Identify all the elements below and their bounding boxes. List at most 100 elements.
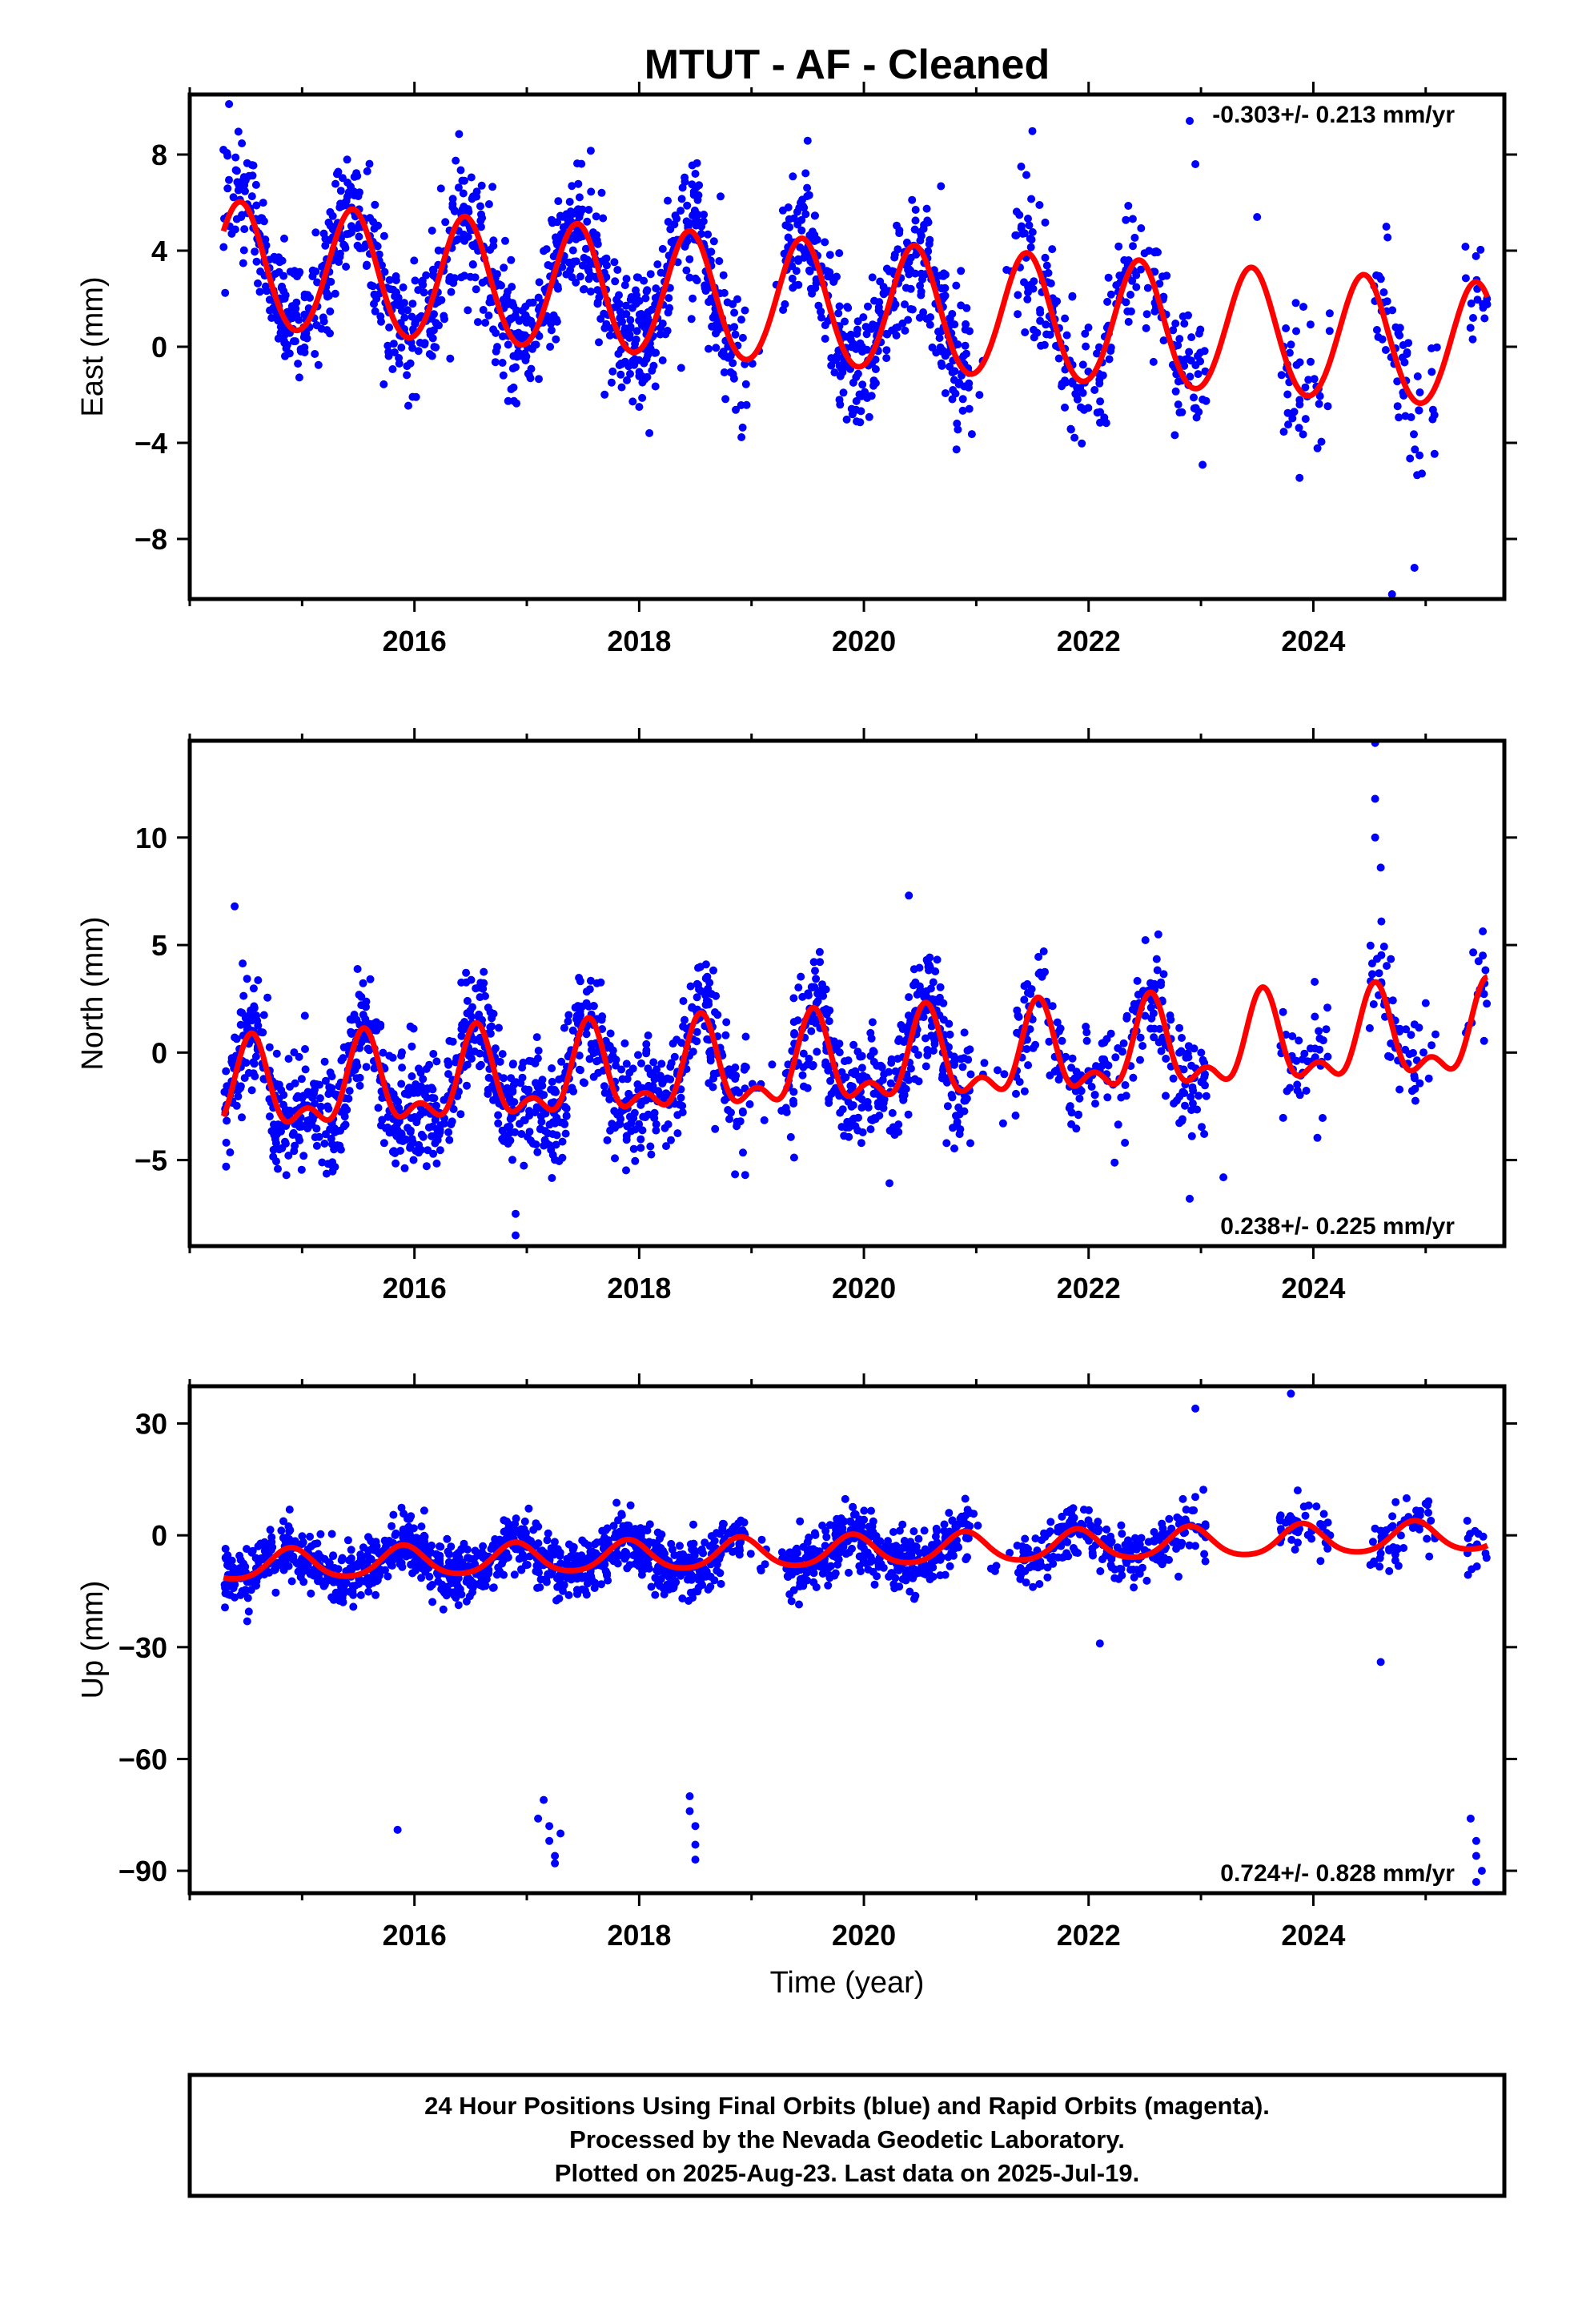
up-point <box>371 1590 380 1599</box>
north-point <box>1136 1033 1145 1042</box>
north-point <box>799 1082 808 1091</box>
up-point <box>558 1585 567 1593</box>
north-point <box>856 1052 865 1061</box>
east-point <box>326 207 335 216</box>
north-point <box>265 1043 274 1051</box>
east-point <box>1410 430 1418 439</box>
east-point <box>1295 424 1303 432</box>
up-point <box>686 1588 695 1597</box>
east-point <box>1022 171 1030 179</box>
east-point <box>1162 271 1171 280</box>
east-point <box>342 263 351 271</box>
east-point <box>313 278 322 287</box>
north-point <box>320 1057 329 1066</box>
up-point <box>365 1556 374 1565</box>
east-point <box>1093 408 1102 417</box>
east-point <box>1295 396 1304 404</box>
east-point <box>835 249 844 258</box>
north-point <box>584 1002 593 1011</box>
east-point <box>638 393 647 402</box>
east-point <box>308 272 317 281</box>
east-point <box>882 346 891 355</box>
north-point <box>1366 941 1375 950</box>
east-point <box>1301 383 1310 392</box>
north-point <box>1424 1074 1433 1083</box>
north-point <box>1075 1094 1084 1103</box>
north-point <box>662 1142 670 1151</box>
north-point <box>474 1013 483 1022</box>
east-point <box>934 328 942 336</box>
north-point <box>339 1122 348 1131</box>
east-point <box>958 406 967 415</box>
up-point <box>626 1501 635 1510</box>
east-point <box>803 136 812 145</box>
east-point <box>628 397 637 406</box>
east-point <box>678 183 687 192</box>
north-point <box>398 1063 407 1072</box>
east-point <box>1395 331 1404 340</box>
north-point <box>284 1152 293 1160</box>
north-point <box>958 1063 967 1072</box>
up-point <box>343 1536 352 1545</box>
east-point <box>795 203 804 212</box>
east-point <box>742 400 751 409</box>
east-point <box>857 392 865 400</box>
east-point <box>605 331 614 340</box>
east-point <box>1096 397 1105 406</box>
up-point <box>319 1582 328 1590</box>
east-point <box>1030 325 1038 334</box>
north-point <box>807 1027 816 1035</box>
east-point <box>512 363 520 372</box>
up-point <box>299 1578 308 1586</box>
east-point <box>1325 309 1334 318</box>
north-point <box>341 1103 349 1112</box>
north-point <box>603 1136 612 1144</box>
east-point <box>1061 403 1069 412</box>
up-point <box>600 1560 609 1569</box>
chart-title: MTUT - AF - Cleaned <box>644 42 1050 88</box>
north-point <box>481 991 489 1000</box>
east-point <box>508 283 516 292</box>
east-point <box>535 375 543 384</box>
east-point <box>611 277 620 286</box>
north-point <box>793 1016 802 1025</box>
east-point <box>865 412 873 421</box>
north-y-tick-label: 5 <box>151 929 167 962</box>
east-point <box>867 392 876 400</box>
up-point <box>359 1543 367 1552</box>
east-point <box>689 210 698 218</box>
north-point <box>281 1105 290 1114</box>
east-point <box>946 362 954 371</box>
east-point <box>923 216 932 225</box>
north-point <box>265 1112 274 1121</box>
east-point <box>495 280 504 289</box>
east-point <box>368 282 377 291</box>
east-point <box>441 218 450 227</box>
east-point <box>509 383 518 392</box>
north-point <box>432 1057 441 1066</box>
north-x-tick-label: 2022 <box>1057 1272 1121 1305</box>
north-point <box>623 1075 632 1084</box>
east-point <box>552 238 560 247</box>
east-point <box>1014 310 1022 319</box>
up-point <box>625 1561 634 1570</box>
north-point <box>1133 976 1142 985</box>
east-point <box>798 195 807 204</box>
east-point <box>1042 320 1050 329</box>
north-point <box>556 1118 564 1127</box>
up-point <box>651 1590 660 1599</box>
east-point <box>664 218 673 226</box>
east-point <box>608 367 617 376</box>
east-point <box>821 321 829 330</box>
north-point <box>739 1148 747 1157</box>
north-point <box>634 1051 642 1059</box>
north-point <box>378 1116 387 1124</box>
north-outlier-point <box>231 902 239 911</box>
north-point <box>731 1075 740 1084</box>
east-point <box>240 225 249 234</box>
north-point <box>637 1059 645 1068</box>
east-point <box>1015 211 1024 219</box>
north-point <box>366 975 375 983</box>
east-point <box>733 295 741 304</box>
east-point <box>509 301 518 310</box>
